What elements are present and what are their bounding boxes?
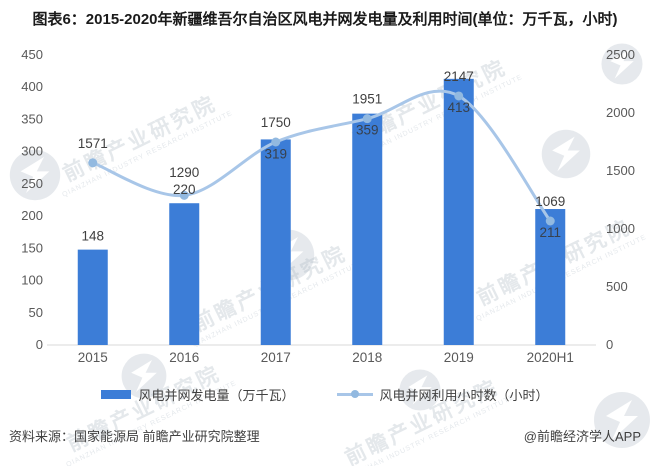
left-axis-tick-label: 250 — [21, 176, 43, 191]
line-value-label: 2147 — [444, 69, 474, 84]
line-dot-2020H1 — [545, 216, 555, 226]
right-axis-tick-label: 1500 — [606, 163, 635, 178]
left-axis-tick-label: 350 — [21, 111, 43, 126]
line-series-path — [91, 89, 552, 223]
line-dot-2017 — [271, 137, 281, 147]
legend-item-line: 风电并网利用小时数（小时） — [336, 385, 549, 404]
x-axis-label: 2020H1 — [527, 350, 574, 365]
right-axis-tick-label: 2500 — [606, 47, 635, 62]
bar-2018 — [352, 113, 383, 346]
bar-value-label: 148 — [81, 229, 104, 244]
bar-2019 — [443, 78, 474, 345]
chart-legend: 风电并网发电量（万千瓦） 风电并网利用小时数（小时） — [0, 384, 650, 404]
bar-2016 — [169, 203, 200, 345]
legend-item-bar: 风电并网发电量（万千瓦） — [101, 385, 295, 404]
left-axis-tick-label: 200 — [21, 208, 43, 223]
right-axis-tick-label: 500 — [606, 279, 628, 294]
right-axis-tick-label: 0 — [606, 337, 613, 352]
left-axis-tick-label: 100 — [21, 273, 43, 288]
bar-value-label: 359 — [356, 123, 379, 138]
source-note: 资料来源：国家能源局 前瞻产业研究院整理 — [9, 429, 260, 444]
line-dot-2016 — [179, 190, 189, 200]
chart-title: 图表6：2015-2020年新疆维吾尔自治区风电并网发电量及利用时间(单位：万千… — [32, 11, 618, 28]
line-value-label: 1571 — [78, 136, 108, 151]
bar-2020H1 — [535, 209, 566, 345]
chart-area: 0 50 100 150 200 250 300 350 400 450 0 500 1000 1500 2… — [0, 42, 650, 372]
line-value-label: 1069 — [535, 194, 565, 209]
line-value-label: 1951 — [352, 92, 382, 107]
left-axis-tick-label: 150 — [21, 240, 43, 255]
line-series-swatch-icon — [336, 389, 373, 399]
x-axis-label: 2017 — [261, 350, 291, 365]
left-axis-tick-label: 450 — [21, 47, 43, 62]
left-axis-tick-label: 400 — [21, 79, 43, 94]
bar-value-label: 413 — [447, 100, 470, 115]
bar-value-label: 220 — [173, 182, 196, 197]
bar-2015 — [77, 249, 108, 345]
bar-value-label: 319 — [264, 146, 287, 161]
left-axis-tick-label: 300 — [21, 144, 43, 159]
line-value-label: 1750 — [261, 115, 291, 130]
right-axis-tick-label: 2000 — [606, 105, 635, 120]
app-credit: @前瞻经济学人APP — [523, 429, 641, 444]
chart-svg: 0 50 100 150 200 250 300 350 400 450 0 500 1000 1500 2… — [21, 47, 635, 365]
bar-series-swatch-icon — [101, 389, 132, 399]
line-dot-2019 — [454, 91, 464, 101]
x-axis-label: 2019 — [444, 350, 474, 365]
x-axis-label: 2016 — [169, 350, 199, 365]
footer: 资料来源：国家能源局 前瞻产业研究院整理 @前瞻经济学人APP — [0, 426, 650, 445]
bar-value-label: 211 — [539, 225, 561, 240]
line-value-label: 1290 — [169, 165, 199, 180]
left-axis-tick-label: 0 — [36, 337, 43, 352]
right-axis-tick-label: 1000 — [606, 221, 635, 236]
x-axis-label: 2015 — [78, 350, 108, 365]
legend-line-label: 风电并网利用小时数（小时） — [379, 387, 549, 403]
line-dot-2018 — [362, 114, 372, 124]
line-dot-2015 — [88, 158, 98, 168]
x-axis-label: 2018 — [352, 350, 382, 365]
legend-bar-label: 风电并网发电量（万千瓦） — [138, 387, 295, 403]
bar-2017 — [260, 139, 291, 345]
left-axis-tick-label: 50 — [29, 305, 43, 320]
